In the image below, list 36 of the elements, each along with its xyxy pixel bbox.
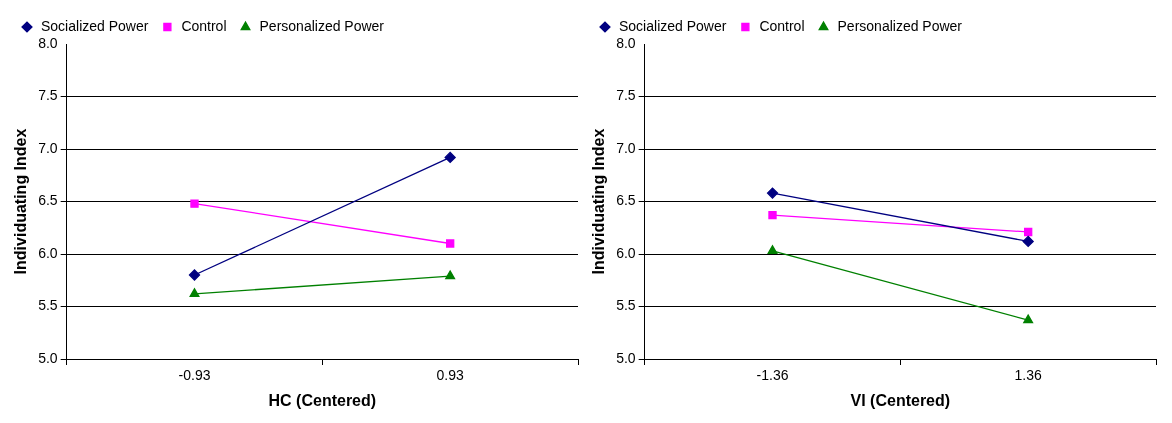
point xyxy=(190,199,199,208)
legend-label: Personalized Power xyxy=(259,17,385,34)
point xyxy=(1023,227,1033,237)
y-axis-title: Individuating Index xyxy=(590,128,608,275)
point xyxy=(445,239,455,248)
y-tick-label: 8.0 xyxy=(616,34,636,51)
legend-label: Personalized Power xyxy=(837,17,963,34)
y-tick-label: 6.5 xyxy=(38,192,58,209)
x-tick-label: -1.36 xyxy=(756,367,789,384)
y-tick-label: 7.5 xyxy=(38,87,58,104)
y-tick-label: 7.0 xyxy=(38,139,58,156)
legend-label: Control xyxy=(181,17,227,34)
x-tick-label: 1.36 xyxy=(1014,367,1042,384)
point xyxy=(768,210,777,220)
point xyxy=(766,187,779,199)
x-axis-title: VI (Centered) xyxy=(850,391,951,409)
legend-label: Socialized Power xyxy=(619,17,727,34)
y-tick-label: 6.5 xyxy=(616,192,636,209)
x-axis-title: HC (Centered) xyxy=(268,391,377,409)
point xyxy=(188,269,201,281)
y-tick-label: 5.0 xyxy=(616,349,636,366)
y-tick-label: 6.0 xyxy=(616,244,636,261)
x-tick-label: -0.93 xyxy=(178,367,211,384)
y-tick-label: 6.0 xyxy=(38,244,58,261)
x-tick-label: 0.93 xyxy=(436,367,464,384)
point xyxy=(444,151,456,164)
y-tick-label: 8.0 xyxy=(38,34,58,51)
y-axis-title: Individuating Index xyxy=(12,128,30,275)
y-tick-label: 7.5 xyxy=(616,87,636,104)
y-tick-label: 5.5 xyxy=(616,297,636,314)
legend-label: Control xyxy=(759,17,805,34)
legend-label: Socialized Power xyxy=(41,17,149,34)
y-tick-label: 7.0 xyxy=(616,139,636,156)
y-tick-label: 5.0 xyxy=(38,349,58,366)
y-tick-label: 5.5 xyxy=(38,297,58,314)
point xyxy=(1022,235,1034,248)
